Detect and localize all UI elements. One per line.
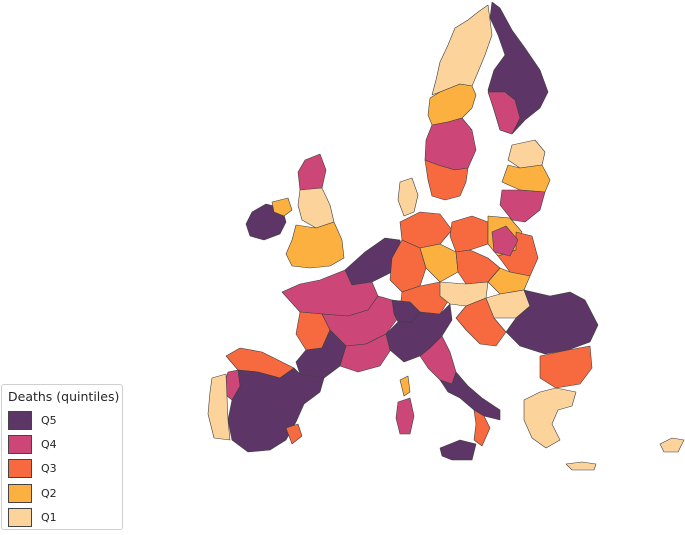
region-italy-north[interactable] [385,303,453,363]
map-legend: Deaths (quintiles) Q5 Q4 Q3 Q2 Q1 [1,384,123,530]
region-finland-south[interactable] [487,91,521,135]
region-poland-south[interactable] [491,225,519,257]
region-sicily[interactable] [439,439,477,461]
region-portugal[interactable] [207,373,231,441]
region-calabria[interactable] [473,409,491,447]
legend-swatch-q2 [8,483,32,503]
region-cyprus[interactable] [659,437,685,453]
region-england-south[interactable] [285,221,345,269]
legend-label-q2: Q2 [41,486,57,500]
legend-item-q2: Q2 [8,481,116,505]
legend-swatch-q5 [8,410,32,430]
legend-label-q5: Q5 [41,413,57,427]
region-norway[interactable] [431,4,493,96]
region-sardinia[interactable] [395,397,415,435]
region-england-north[interactable] [297,187,335,229]
region-sweden-mid[interactable] [424,117,477,171]
region-spain-east[interactable] [285,423,303,445]
region-germany-west[interactable] [389,239,427,293]
region-sweden-south[interactable] [424,159,469,201]
region-france-southeast[interactable] [339,333,393,373]
legend-swatch-q1 [8,507,32,527]
legend-item-q5: Q5 [8,408,116,432]
region-baltics-north[interactable] [507,139,546,169]
region-romania[interactable] [505,289,599,355]
region-italy-south[interactable] [439,371,501,421]
legend-label-q4: Q4 [41,437,57,451]
region-ireland-east[interactable] [271,197,293,217]
legend-swatch-q3 [8,459,32,479]
region-germany-east[interactable] [419,243,459,283]
legend-label-q3: Q3 [41,462,57,476]
legend-item-q3: Q3 [8,457,116,481]
legend-title: Deaths (quintiles) [8,389,120,404]
region-corsica[interactable] [399,375,411,397]
region-baltics-south[interactable] [499,189,546,223]
region-poland-west[interactable] [449,215,489,253]
region-norway-central[interactable] [427,83,477,126]
region-crete[interactable] [565,461,597,471]
legend-label-q1: Q1 [41,510,57,524]
legend-swatch-q4 [8,434,32,454]
legend-item-q1: Q1 [8,505,116,529]
region-bulgaria[interactable] [539,345,593,389]
region-denmark[interactable] [397,177,419,217]
region-baltics-mid[interactable] [501,164,551,193]
region-croatia[interactable] [455,297,507,347]
region-spain[interactable] [227,367,325,453]
legend-item-q4: Q4 [8,432,116,456]
region-greece[interactable] [523,387,577,449]
